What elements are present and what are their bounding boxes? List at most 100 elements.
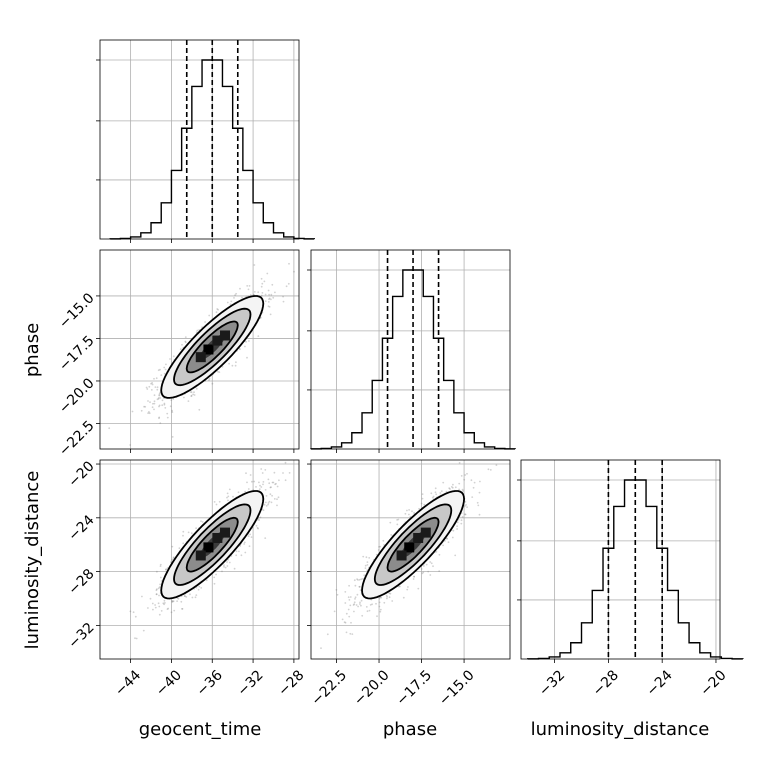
sample-point <box>235 550 238 553</box>
sample-point <box>390 534 393 536</box>
sample-point <box>352 604 355 606</box>
sample-point <box>379 608 382 611</box>
sample-point <box>184 336 187 338</box>
sample-point <box>158 417 160 420</box>
sample-point <box>172 600 175 603</box>
sample-point <box>204 321 207 323</box>
x-tick-label: −28 <box>590 667 622 699</box>
sample-point <box>197 588 200 591</box>
sample-point <box>371 603 373 606</box>
sample-point <box>262 481 265 483</box>
sample-point <box>452 529 455 532</box>
sample-point <box>350 621 352 624</box>
sample-point <box>288 262 290 265</box>
sample-point <box>159 422 162 424</box>
sample-point <box>253 480 256 483</box>
sample-point <box>180 600 183 603</box>
sample-point <box>268 500 271 503</box>
sample-point <box>147 607 149 609</box>
sample-point <box>448 487 451 490</box>
sample-point <box>160 374 163 376</box>
sample-point <box>444 540 446 542</box>
sample-point <box>420 502 423 505</box>
y-tick-label: −24 <box>65 512 97 544</box>
sample-point <box>211 382 214 385</box>
sample-point <box>464 474 467 476</box>
sample-point <box>336 593 339 596</box>
sample-point <box>476 501 479 504</box>
sample-point <box>264 537 267 539</box>
sample-point <box>402 596 405 599</box>
sample-point <box>362 555 365 558</box>
sample-point <box>260 486 263 488</box>
sample-point <box>150 382 153 385</box>
sample-point <box>451 486 454 489</box>
sample-point <box>378 605 381 608</box>
sample-point <box>270 293 273 296</box>
x-tick-label: −32 <box>536 667 568 699</box>
sample-point <box>417 587 420 590</box>
sample-point <box>271 494 273 497</box>
sample-point <box>413 575 415 578</box>
sample-point <box>440 490 443 493</box>
sample-point <box>478 513 481 516</box>
sample-point <box>354 598 356 600</box>
sample-point <box>265 495 268 497</box>
sample-point <box>251 480 253 483</box>
sample-point <box>344 591 347 593</box>
sample-point <box>226 492 229 495</box>
scatter-panel-phase-vs-luminosity_distance: −22.5 −20.0 −17.5 −15.0 <box>307 459 511 709</box>
sample-point <box>151 406 154 409</box>
sample-point <box>171 558 174 561</box>
sample-point <box>423 503 426 506</box>
sample-point <box>239 545 242 547</box>
sample-point <box>157 369 160 372</box>
x-tick-label: −28 <box>275 667 307 699</box>
sample-point <box>161 404 164 407</box>
sample-point <box>256 526 259 529</box>
contour-1.5sigma <box>373 503 453 586</box>
sample-point <box>200 520 202 522</box>
sample-point <box>358 585 361 588</box>
sample-point <box>264 469 267 471</box>
sample-point <box>269 486 272 489</box>
sample-point <box>356 593 359 596</box>
sample-point <box>195 331 198 334</box>
sample-point <box>276 504 278 507</box>
sample-point <box>473 481 476 484</box>
sample-point <box>445 490 448 493</box>
sample-point <box>269 313 272 316</box>
sample-point <box>184 340 187 343</box>
contour-1sigma <box>185 320 239 374</box>
sample-point <box>412 578 415 580</box>
sample-point <box>148 411 150 413</box>
sample-point <box>361 614 364 617</box>
sample-point <box>163 372 166 375</box>
sample-point <box>356 578 358 580</box>
sample-point <box>159 565 162 567</box>
sample-point <box>270 501 273 504</box>
sample-point <box>234 364 237 367</box>
sample-point <box>252 293 255 296</box>
sample-point <box>217 308 220 311</box>
sample-point <box>375 602 377 605</box>
sample-point <box>233 567 236 570</box>
sample-point <box>267 289 270 292</box>
sample-point <box>348 584 350 587</box>
density-peak-cell <box>396 550 407 561</box>
sample-point <box>224 566 227 569</box>
sample-point <box>157 587 160 590</box>
sample-point <box>438 553 441 556</box>
sample-point <box>344 602 347 604</box>
sample-point <box>378 546 380 548</box>
sample-point <box>268 482 271 485</box>
x-tick-label: −17.5 <box>394 667 436 709</box>
sample-point <box>239 287 241 290</box>
sample-point <box>151 383 154 386</box>
sample-point <box>357 579 359 581</box>
sample-point <box>248 285 251 287</box>
sample-point <box>429 574 432 576</box>
y-axis-label-luminosity-distance: luminosity_distance <box>22 471 43 650</box>
sample-point <box>165 363 167 366</box>
